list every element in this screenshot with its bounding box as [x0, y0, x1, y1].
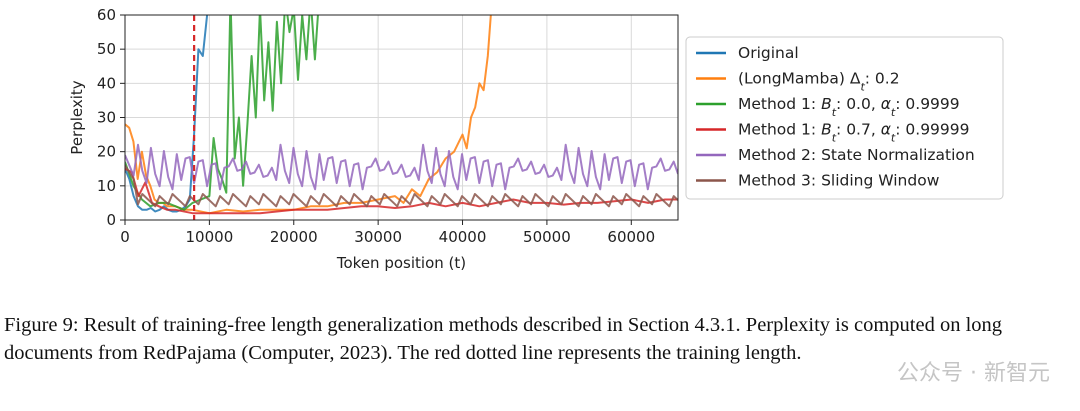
watermark-text: 公众号 · 新智元 [897, 361, 1050, 386]
x-tick-label: 60000 [607, 228, 655, 246]
series-line-2 [125, 15, 319, 211]
legend-label: Method 1: Bt: 0.7, αt: 0.99999 [738, 121, 970, 145]
x-axis-label: Token position (t) [336, 254, 466, 272]
series-line-5 [125, 164, 678, 208]
y-tick-label: 50 [97, 40, 116, 58]
legend-box [685, 36, 1004, 200]
legend-label: Method 3: Sliding Window [738, 172, 940, 190]
y-tick-label: 0 [106, 211, 116, 229]
perplexity-chart: 0 10000 20000 30000 40000 50000 60000 0 10 20 30 40… [68, 6, 1004, 272]
x-tick-label: 30000 [354, 228, 402, 246]
y-tick-label: 30 [97, 109, 116, 127]
series-line-1 [125, 15, 492, 215]
legend-label: (LongMamba) Δt: 0.2 [738, 70, 900, 94]
series-lines [125, 15, 678, 215]
axes: 0 10000 20000 30000 40000 50000 60000 0 10 20 30 40… [68, 6, 655, 272]
x-tick-label: 10000 [186, 228, 234, 246]
legend-label: Method 1: Bt: 0.0, αt: 0.9999 [738, 95, 960, 119]
grid-lines [124, 14, 678, 221]
x-tick-label: 20000 [270, 228, 318, 246]
legend-label: Original [738, 44, 799, 62]
x-tick-label: 40000 [439, 228, 487, 246]
figure-caption: Figure 9: Result of training-free length… [4, 314, 1003, 364]
legend-label: Method 2: State Normalization [738, 146, 975, 164]
x-tick-label: 0 [120, 228, 130, 246]
y-tick-label: 40 [97, 74, 116, 92]
y-tick-label: 10 [97, 177, 116, 195]
y-axis-label: Perplexity [68, 80, 86, 154]
y-tick-label: 60 [97, 6, 116, 24]
series-line-3 [125, 167, 678, 215]
x-tick-label: 50000 [523, 228, 571, 246]
series-line-4 [125, 143, 678, 191]
y-tick-label: 20 [97, 143, 116, 161]
